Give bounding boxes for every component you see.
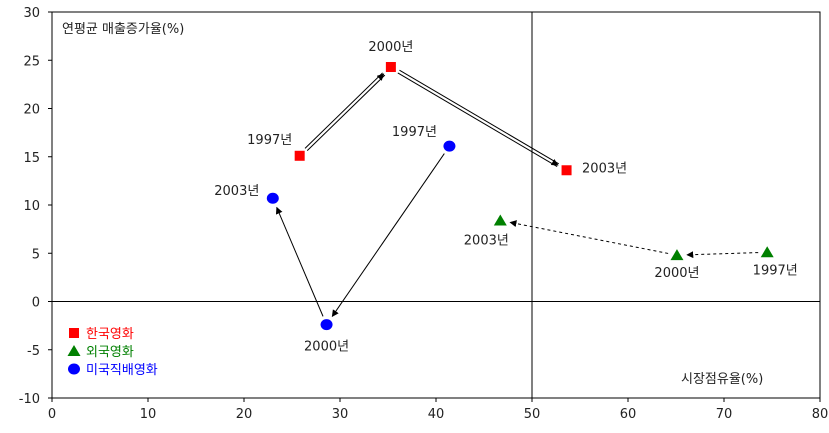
connector-line xyxy=(686,251,759,259)
connector-line xyxy=(331,153,445,317)
legend-marker xyxy=(69,328,79,338)
x-tick-label: 10 xyxy=(140,407,157,422)
point-label: 1997년 xyxy=(392,125,437,140)
point-label: 2000년 xyxy=(368,40,413,55)
x-tick-label: 70 xyxy=(716,407,733,422)
connector-line xyxy=(509,220,669,254)
y-tick-label: 25 xyxy=(23,54,40,69)
data-point xyxy=(561,165,572,176)
y-tick-label: -10 xyxy=(19,392,40,407)
legend-marker xyxy=(68,363,80,375)
y-tick-label: 15 xyxy=(23,151,40,166)
y-tick-label: 20 xyxy=(23,103,40,118)
y-axis-title: 연평균 매출증가율(%) xyxy=(62,22,184,37)
x-tick-label: 0 xyxy=(48,407,56,422)
point-label: 2000년 xyxy=(304,340,349,355)
point-label: 1997년 xyxy=(247,133,292,148)
legend-label: 외국영화 xyxy=(86,345,134,360)
point-label: 2000년 xyxy=(654,266,699,281)
data-point xyxy=(443,140,456,152)
x-tick-label: 40 xyxy=(428,407,445,422)
y-tick-label: 10 xyxy=(23,199,40,214)
legend-label: 한국영화 xyxy=(86,327,134,342)
x-tick-label: 30 xyxy=(332,407,349,422)
connector-line xyxy=(304,72,383,149)
data-point xyxy=(320,319,333,331)
connector-line xyxy=(399,69,560,165)
x-tick-label: 80 xyxy=(812,407,829,422)
data-point xyxy=(493,214,507,226)
x-tick-label: 50 xyxy=(524,407,541,422)
y-tick-label: 0 xyxy=(32,296,40,311)
data-point xyxy=(266,192,279,204)
connector-arrowhead xyxy=(550,158,559,166)
plot-border xyxy=(51,11,821,399)
x-axis-title: 시장점유율(%) xyxy=(681,372,763,387)
connector-line xyxy=(306,74,386,152)
connector-arrowhead xyxy=(376,73,385,81)
y-tick-label: -5 xyxy=(27,344,40,359)
legend-label: 미국직배영화 xyxy=(86,363,158,378)
x-tick-label: 60 xyxy=(620,407,637,422)
point-label: 1997년 xyxy=(753,263,798,278)
point-label: 2003년 xyxy=(464,233,509,248)
connector-line xyxy=(275,206,324,317)
point-label: 2003년 xyxy=(582,161,627,176)
data-point xyxy=(760,246,774,258)
legend-marker xyxy=(67,345,81,356)
data-point xyxy=(294,150,305,161)
data-point xyxy=(670,249,684,261)
y-tick-label: 5 xyxy=(32,247,40,262)
y-tick-label: 30 xyxy=(23,6,40,21)
point-label: 2003년 xyxy=(214,184,259,199)
connector-line xyxy=(397,72,558,168)
data-point xyxy=(385,62,396,73)
x-tick-label: 20 xyxy=(236,407,253,422)
